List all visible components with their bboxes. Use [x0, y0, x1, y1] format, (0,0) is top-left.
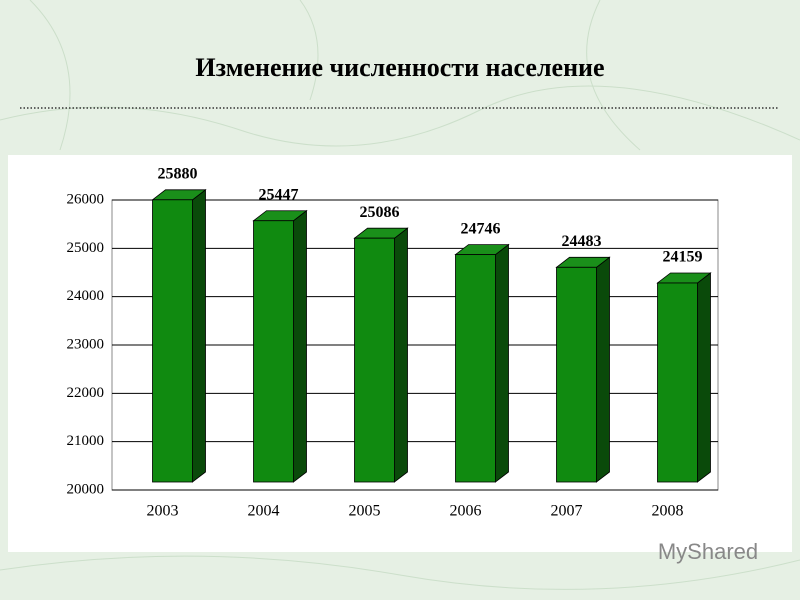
slide-title: Изменение численности население	[195, 53, 604, 82]
bar-side	[495, 243, 509, 483]
y-tick-label: 22000	[67, 385, 105, 401]
value-label: 25086	[360, 204, 400, 221]
bar	[152, 199, 193, 483]
y-tick-label: 25000	[67, 240, 105, 256]
y-tick-label: 20000	[67, 481, 105, 497]
bar-side	[394, 227, 408, 483]
x-tick-label: 2004	[248, 503, 280, 520]
bar-side	[293, 209, 307, 483]
bar-side	[596, 256, 610, 483]
bar	[657, 282, 698, 483]
bar	[253, 220, 294, 483]
watermark: MyShared	[658, 539, 758, 564]
bar-side	[192, 188, 206, 483]
bar	[556, 266, 597, 483]
x-tick-label: 2006	[450, 503, 482, 520]
value-label: 24746	[461, 220, 501, 237]
y-tick-label: 24000	[67, 288, 105, 304]
value-label: 24159	[663, 249, 703, 266]
value-label: 24483	[562, 233, 602, 250]
x-tick-label: 2007	[551, 503, 583, 520]
bar-side	[697, 272, 711, 483]
map-decoration	[0, 0, 800, 590]
value-label: 25880	[158, 165, 198, 182]
bar	[455, 254, 496, 483]
y-tick-label: 26000	[67, 191, 105, 207]
bar	[354, 237, 395, 483]
x-tick-label: 2003	[147, 503, 179, 520]
y-tick-label: 23000	[67, 336, 105, 352]
y-tick-label: 21000	[67, 433, 105, 449]
x-tick-label: 2008	[652, 503, 684, 520]
value-label: 25447	[259, 186, 299, 203]
x-tick-label: 2005	[349, 503, 381, 520]
